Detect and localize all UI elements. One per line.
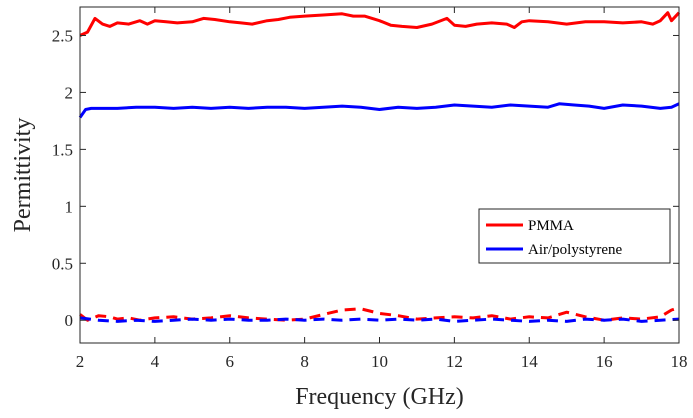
series-line-0 bbox=[79, 11, 681, 37]
x-axis-label: Frequency (GHz) bbox=[295, 384, 464, 410]
series-line-1 bbox=[78, 102, 680, 119]
y-axis-label: Permittivity bbox=[10, 118, 36, 233]
legend-label-pmma: PMMA bbox=[528, 218, 574, 234]
x-tick-label: 8 bbox=[300, 352, 309, 371]
ticks-layer: 2 4 6 8 10 12 14 16 18 0 0.5 1 1.5 2 2.5 bbox=[52, 7, 688, 371]
y-tick-label: 0 bbox=[65, 311, 74, 330]
x-tick-label: 12 bbox=[446, 352, 463, 371]
x-tick-label: 18 bbox=[671, 352, 688, 371]
legend-label-air-polystyrene: Air/polystyrene bbox=[528, 242, 622, 258]
y-tick-label: 2 bbox=[65, 83, 74, 102]
x-tick-label: 10 bbox=[371, 352, 388, 371]
series-line-3 bbox=[79, 316, 680, 323]
series-layer bbox=[78, 11, 681, 323]
y-tick-label: 0.5 bbox=[52, 254, 73, 273]
y-tick-label: 2.5 bbox=[52, 26, 73, 45]
x-tick-label: 4 bbox=[151, 352, 160, 371]
x-tick-label: 16 bbox=[596, 352, 613, 371]
x-tick-label: 6 bbox=[226, 352, 235, 371]
plot-area bbox=[80, 7, 679, 343]
legend: PMMA Air/polystyrene bbox=[478, 208, 671, 264]
x-tick-label: 14 bbox=[521, 352, 539, 371]
x-tick-label: 2 bbox=[76, 352, 85, 371]
legend-box bbox=[478, 208, 671, 264]
y-tick-label: 1.5 bbox=[52, 140, 73, 159]
y-tick-label: 1 bbox=[65, 197, 74, 216]
